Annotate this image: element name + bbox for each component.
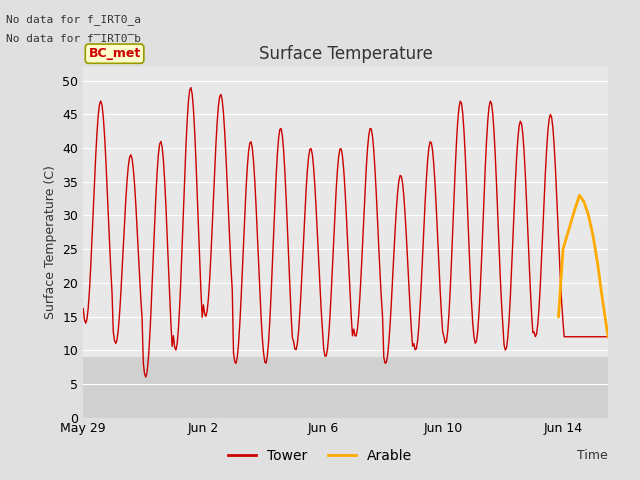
Legend: Tower, Arable: Tower, Arable bbox=[223, 443, 417, 468]
Text: BC_met: BC_met bbox=[88, 47, 141, 60]
Bar bbox=[83, 357, 608, 418]
Text: No data for f_IRT0_a: No data for f_IRT0_a bbox=[6, 14, 141, 25]
Y-axis label: Surface Temperature (C): Surface Temperature (C) bbox=[44, 166, 57, 319]
Title: Surface Temperature: Surface Temperature bbox=[259, 45, 433, 63]
Text: No data for f̅IRT0̅b: No data for f̅IRT0̅b bbox=[6, 34, 141, 44]
Text: Time: Time bbox=[577, 449, 608, 462]
